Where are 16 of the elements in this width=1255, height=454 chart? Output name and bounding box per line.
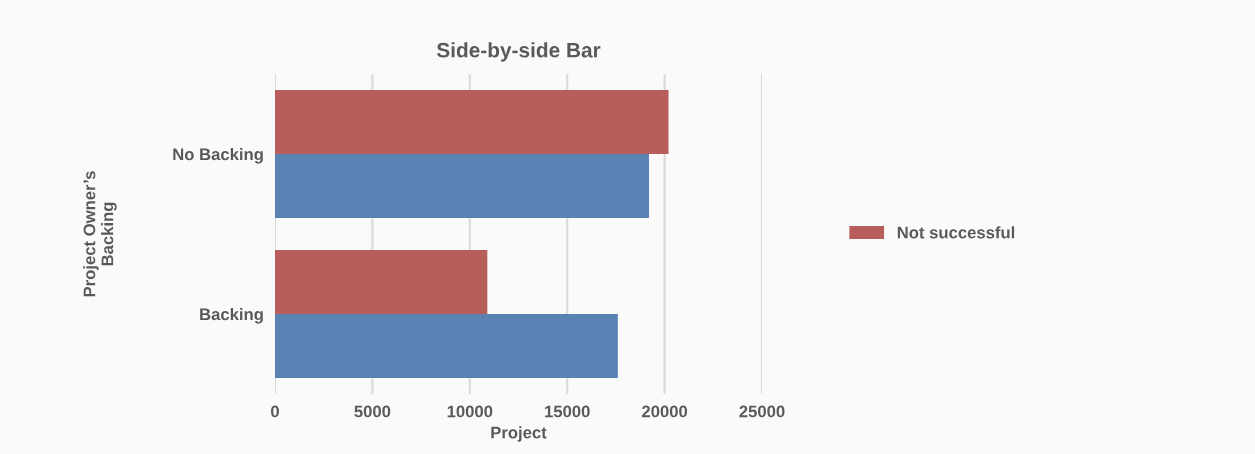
- bar: [275, 154, 650, 218]
- x-axis-title: Project: [491, 426, 547, 442]
- y-tick-label: Backing: [200, 307, 263, 324]
- legend-label: Not successful: [897, 226, 1015, 239]
- x-tick-label: 0: [271, 405, 279, 418]
- x-tick-label: 20000: [642, 405, 688, 418]
- x-tick-label: 15000: [545, 405, 590, 418]
- bar: [275, 314, 618, 378]
- x-tick-label: 5000: [354, 405, 391, 418]
- x-tick-label: 25000: [739, 405, 785, 418]
- y-tick-label: No Backing: [173, 147, 263, 164]
- chart-title: Side-by-side Bar: [436, 42, 601, 62]
- x-tick-label: 10000: [447, 405, 493, 418]
- bar: [275, 90, 669, 154]
- bar: [275, 250, 488, 314]
- y-axis-title: Project Owner’s Backing: [83, 171, 117, 297]
